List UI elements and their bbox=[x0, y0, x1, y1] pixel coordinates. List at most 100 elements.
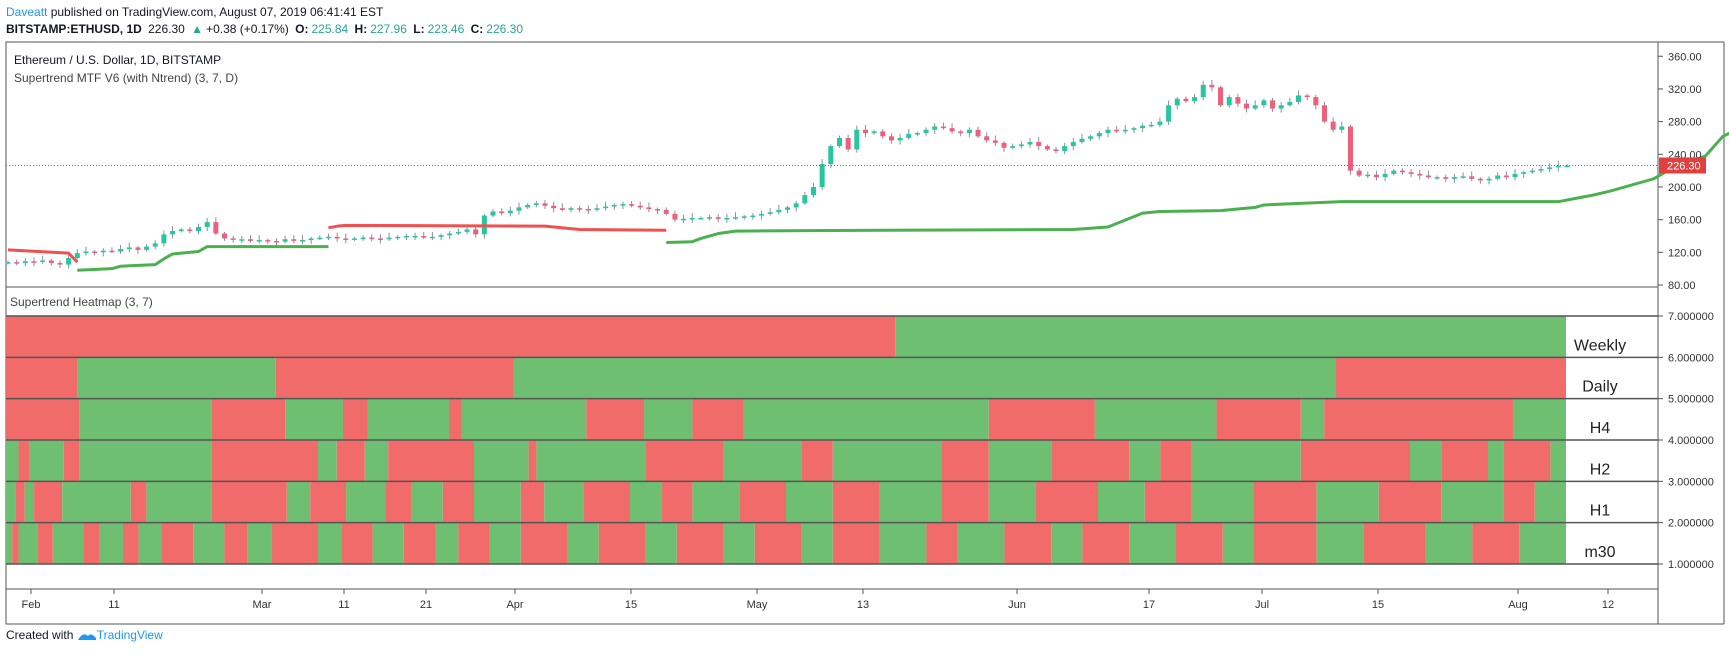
candle bbox=[698, 218, 704, 220]
price-axis: 360.00320.00280.00240.00200.00160.00120.… bbox=[1658, 51, 1706, 292]
heatmap-pane[interactable]: Weekly Daily H4 H2 H1 m30 bbox=[6, 315, 1658, 565]
candle bbox=[828, 146, 834, 165]
heatmap-cell bbox=[1324, 398, 1513, 440]
candle bbox=[914, 133, 920, 135]
candle bbox=[1166, 105, 1172, 122]
low-label: L: bbox=[413, 22, 425, 36]
heatmap-tick-label: 3.000000 bbox=[1668, 476, 1714, 488]
candle bbox=[1174, 98, 1180, 106]
candle bbox=[568, 208, 574, 210]
candle bbox=[178, 229, 184, 232]
heatmap-row-label: Weekly bbox=[1574, 337, 1626, 354]
heatmap-cell bbox=[583, 481, 630, 523]
candle bbox=[1209, 84, 1215, 88]
candle bbox=[1183, 98, 1189, 102]
heatmap-row-label: H2 bbox=[1590, 461, 1611, 478]
candle bbox=[14, 262, 20, 264]
heatmap-cell bbox=[461, 398, 587, 440]
time-tick-label: 21 bbox=[420, 599, 432, 611]
candle bbox=[48, 260, 54, 263]
candle bbox=[1382, 173, 1388, 178]
heatmap-cell bbox=[449, 398, 462, 440]
heatmap-cell bbox=[1316, 522, 1364, 564]
heatmap-cell bbox=[801, 440, 833, 482]
heatmap-cell bbox=[988, 481, 1036, 523]
price-tick-label: 120.00 bbox=[1668, 247, 1702, 259]
heatmap-tick-label: 5.000000 bbox=[1668, 394, 1714, 406]
heatmap-cell bbox=[692, 481, 740, 523]
heatmap-cell bbox=[62, 481, 131, 523]
heatmap-cell bbox=[18, 522, 38, 564]
heatmap-cell bbox=[1441, 481, 1504, 523]
candle bbox=[1486, 178, 1492, 181]
heatmap-cell bbox=[1335, 357, 1566, 399]
candle bbox=[1070, 142, 1076, 147]
brand-link[interactable]: TradingView bbox=[96, 628, 163, 642]
candle bbox=[22, 261, 28, 263]
candle bbox=[57, 262, 63, 265]
heatmap-cell bbox=[6, 522, 13, 564]
heatmap-cell bbox=[723, 440, 802, 482]
footer: Created with TradingView bbox=[6, 627, 163, 643]
candle bbox=[966, 129, 972, 134]
heatmap-cell bbox=[1472, 522, 1520, 564]
candle bbox=[1278, 105, 1284, 109]
heatmap-cell bbox=[247, 522, 272, 564]
heatmap-cell bbox=[435, 522, 459, 564]
candle bbox=[1122, 129, 1128, 132]
publish-info: Daveatt published on TradingView.com, Au… bbox=[6, 4, 383, 20]
heatmap-cell bbox=[1254, 522, 1317, 564]
candle bbox=[317, 237, 323, 240]
heatmap-cell bbox=[29, 440, 64, 482]
candle bbox=[533, 203, 539, 205]
price-tick-label: 200.00 bbox=[1668, 182, 1702, 194]
heatmap-cell bbox=[1378, 481, 1442, 523]
candle bbox=[1027, 142, 1033, 145]
candle bbox=[1044, 146, 1050, 150]
heatmap-cell bbox=[1316, 481, 1379, 523]
candle bbox=[1105, 129, 1111, 134]
candle bbox=[109, 250, 115, 253]
price-change: +0.38 (+0.17%) bbox=[206, 22, 289, 36]
candle bbox=[1529, 170, 1535, 173]
candle bbox=[1131, 128, 1137, 130]
candle bbox=[785, 207, 790, 210]
time-axis: Feb 11 Mar 11 21 Apr 15 May 13 Jun 17 Jul 15 Aug 12 bbox=[6, 588, 1658, 611]
candle bbox=[377, 238, 383, 240]
candle bbox=[750, 215, 756, 218]
heatmap-cell bbox=[84, 522, 100, 564]
candle bbox=[213, 222, 219, 234]
heatmap-row-label: H1 bbox=[1590, 503, 1611, 520]
candle bbox=[845, 137, 851, 150]
heatmap-cell bbox=[832, 481, 880, 523]
candle bbox=[334, 236, 340, 239]
price-pane[interactable] bbox=[5, 56, 1729, 272]
candle bbox=[1521, 172, 1527, 174]
published-text: published on TradingView.com, August 07,… bbox=[50, 5, 384, 19]
candle bbox=[802, 195, 808, 204]
heatmap-cell bbox=[1176, 522, 1223, 564]
heatmap-cell bbox=[138, 522, 162, 564]
candle bbox=[499, 211, 505, 214]
candle bbox=[949, 128, 955, 132]
heatmap-cell bbox=[544, 481, 584, 523]
heatmap-cell bbox=[77, 357, 276, 399]
candle bbox=[490, 211, 496, 216]
heatmap-cell bbox=[513, 357, 1336, 399]
candle bbox=[1062, 146, 1068, 152]
heatmap-cell bbox=[458, 522, 490, 564]
candle bbox=[906, 133, 912, 138]
time-tick-label: 11 bbox=[108, 599, 119, 611]
candle bbox=[525, 204, 531, 208]
heatmap-cell bbox=[318, 522, 342, 564]
author-link[interactable]: Daveatt bbox=[6, 5, 48, 19]
heatmap-cell bbox=[1550, 440, 1566, 482]
heatmap-cell bbox=[586, 398, 645, 440]
candle bbox=[421, 235, 427, 238]
heatmap-cell bbox=[567, 522, 599, 564]
price-tick-label: 360.00 bbox=[1668, 51, 1702, 63]
candle bbox=[1304, 95, 1310, 98]
candle bbox=[299, 240, 305, 242]
candle bbox=[984, 136, 990, 141]
